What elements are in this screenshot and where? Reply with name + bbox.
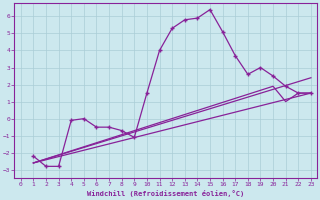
X-axis label: Windchill (Refroidissement éolien,°C): Windchill (Refroidissement éolien,°C) — [87, 190, 244, 197]
